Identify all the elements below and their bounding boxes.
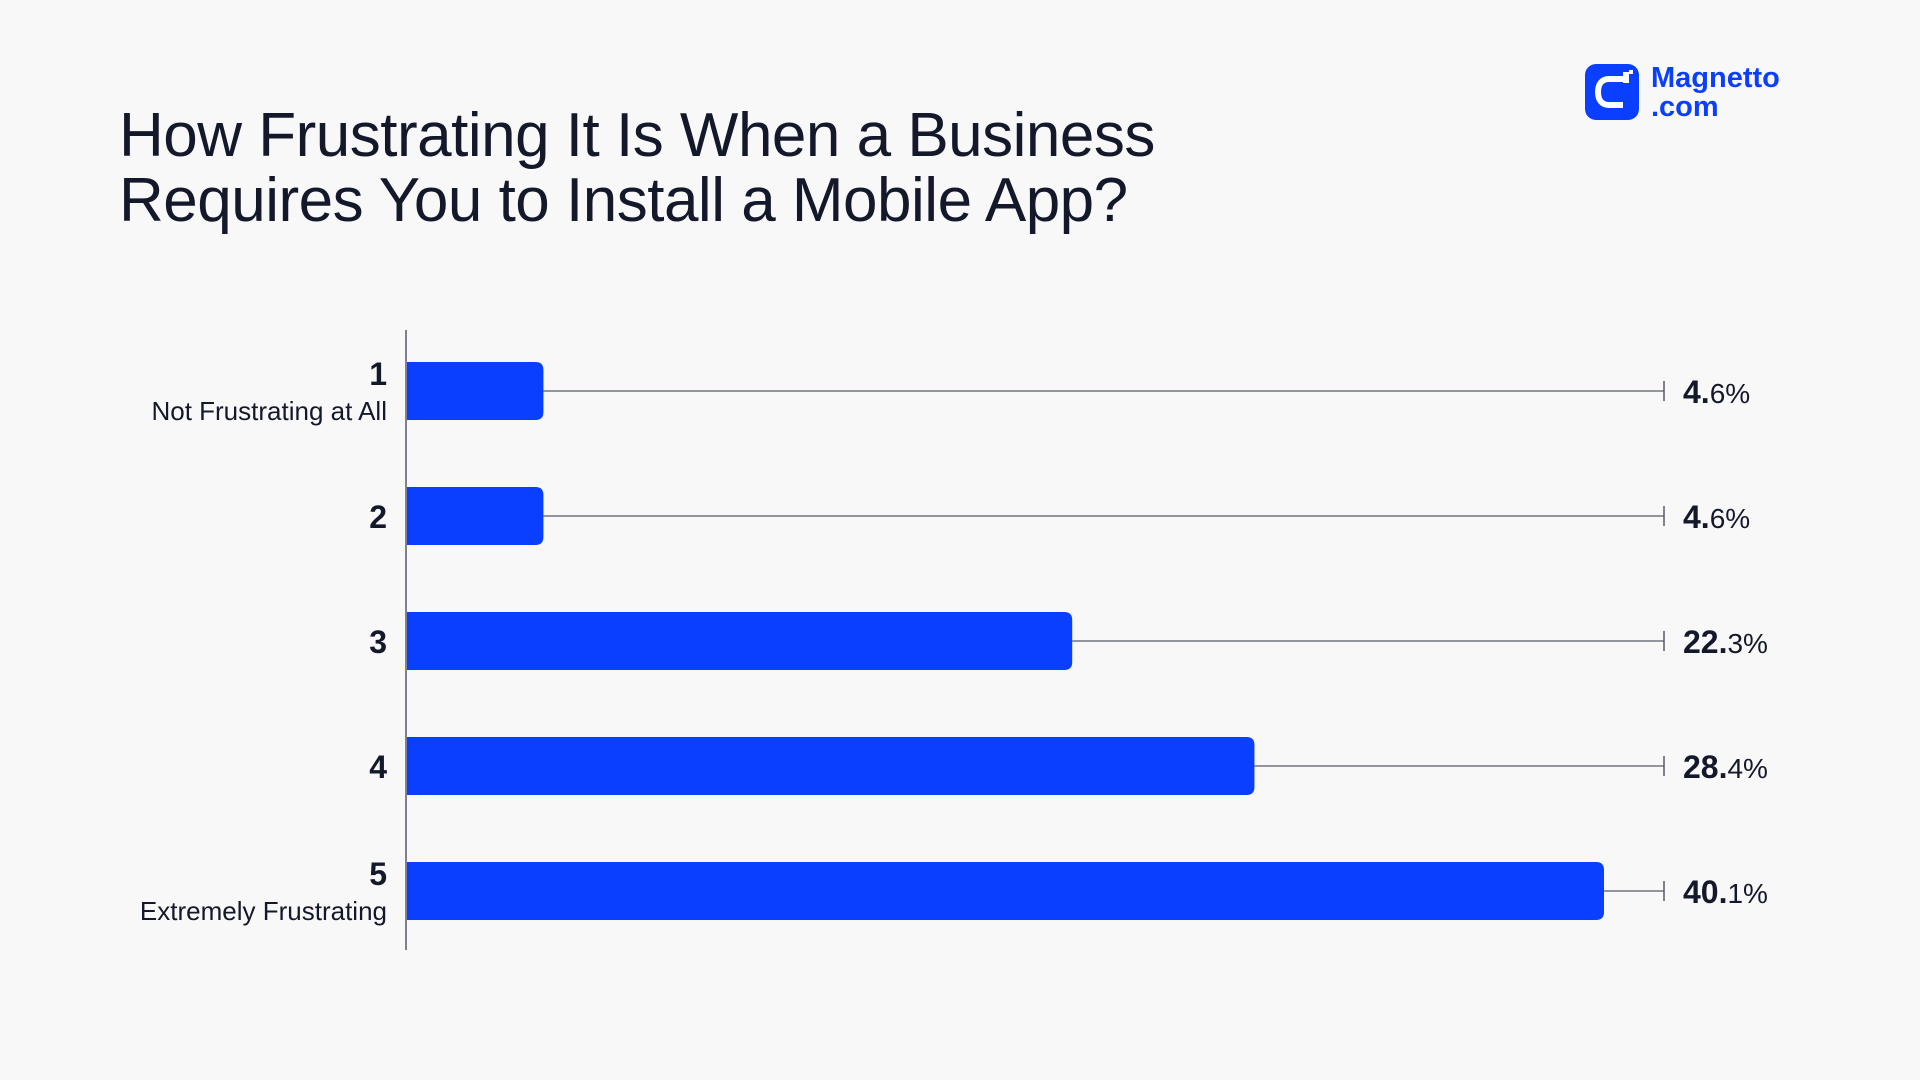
category-label: 3	[369, 624, 387, 660]
title-line-2: Requires You to Install a Mobile App?	[119, 166, 1128, 235]
brand-logo: Magnetto .com	[1585, 64, 1805, 124]
brand-name: Magnetto	[1651, 62, 1780, 94]
value-label: 4.6%	[1683, 499, 1750, 535]
bar	[407, 862, 1604, 920]
category-label: 5	[369, 856, 387, 892]
category-label: 4	[369, 749, 387, 785]
bar	[407, 737, 1255, 795]
value-label-decimal: 1%	[1727, 878, 1767, 909]
category-label: 1	[369, 356, 387, 392]
value-label-integer: 4.	[1683, 499, 1710, 535]
page-title: How Frustrating It Is When a Business Re…	[119, 103, 1519, 233]
bar	[407, 612, 1073, 670]
category-label: 2	[369, 499, 387, 535]
title-line-1: How Frustrating It Is When a Business	[119, 101, 1155, 170]
value-label-integer: 4.	[1683, 374, 1710, 410]
category-sublabel: Extremely Frustrating	[140, 896, 387, 926]
category-sublabel: Not Frustrating at All	[151, 396, 387, 426]
value-label-decimal: 6%	[1710, 503, 1750, 534]
value-label-decimal: 6%	[1710, 378, 1750, 409]
magnet-c-icon	[1585, 64, 1639, 120]
value-label: 28.4%	[1683, 749, 1768, 785]
value-label: 22.3%	[1683, 624, 1768, 660]
value-label-decimal: 3%	[1727, 628, 1767, 659]
value-label: 4.6%	[1683, 374, 1750, 410]
bar	[407, 362, 544, 420]
brand-wordmark: Magnetto .com	[1651, 64, 1780, 122]
value-label: 40.1%	[1683, 874, 1768, 910]
value-label-integer: 28.	[1683, 749, 1727, 785]
value-label-decimal: 4%	[1727, 753, 1767, 784]
bar	[407, 487, 544, 545]
brand-domain: .com	[1651, 91, 1719, 123]
value-label-integer: 40.	[1683, 874, 1727, 910]
value-label-integer: 22.	[1683, 624, 1727, 660]
